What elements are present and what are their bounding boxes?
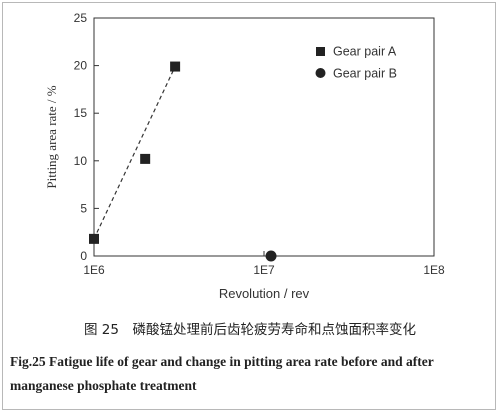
data-point-gear-pair-a (170, 61, 181, 72)
y-tick-label: 25 (74, 11, 88, 25)
data-point-gear-pair-a (140, 153, 151, 164)
x-tick-label: 1E6 (83, 263, 105, 277)
legend-label: Gear pair A (333, 45, 397, 59)
x-tick-label: 1E8 (423, 263, 445, 277)
trend-line (93, 66, 176, 240)
y-tick-label: 20 (74, 59, 88, 73)
caption-chinese: 图 25 磷酸锰处理前后齿轮疲劳寿命和点蚀面积率变化 (84, 322, 416, 338)
y-axis-label: Pitting area rate / % (44, 85, 59, 188)
x-tick-label: 1E7 (253, 263, 275, 277)
legend-marker-circle (315, 68, 326, 78)
y-tick-label: 0 (80, 249, 87, 263)
y-tick-label: 5 (80, 201, 87, 215)
x-axis-label: Revolution / rev (219, 286, 310, 301)
legend-marker-square (316, 47, 325, 56)
y-tick-label: 10 (74, 154, 88, 168)
y-tick-label: 15 (74, 106, 88, 120)
figure-frame (2, 2, 496, 410)
legend: Gear pair A Gear pair B (315, 45, 397, 81)
data-point-gear-pair-a (89, 233, 99, 244)
legend-label: Gear pair B (333, 67, 397, 81)
caption-english: Fig.25 Fatigue life of gear and change i… (10, 354, 434, 393)
data-point-gear-pair-b (265, 250, 277, 262)
